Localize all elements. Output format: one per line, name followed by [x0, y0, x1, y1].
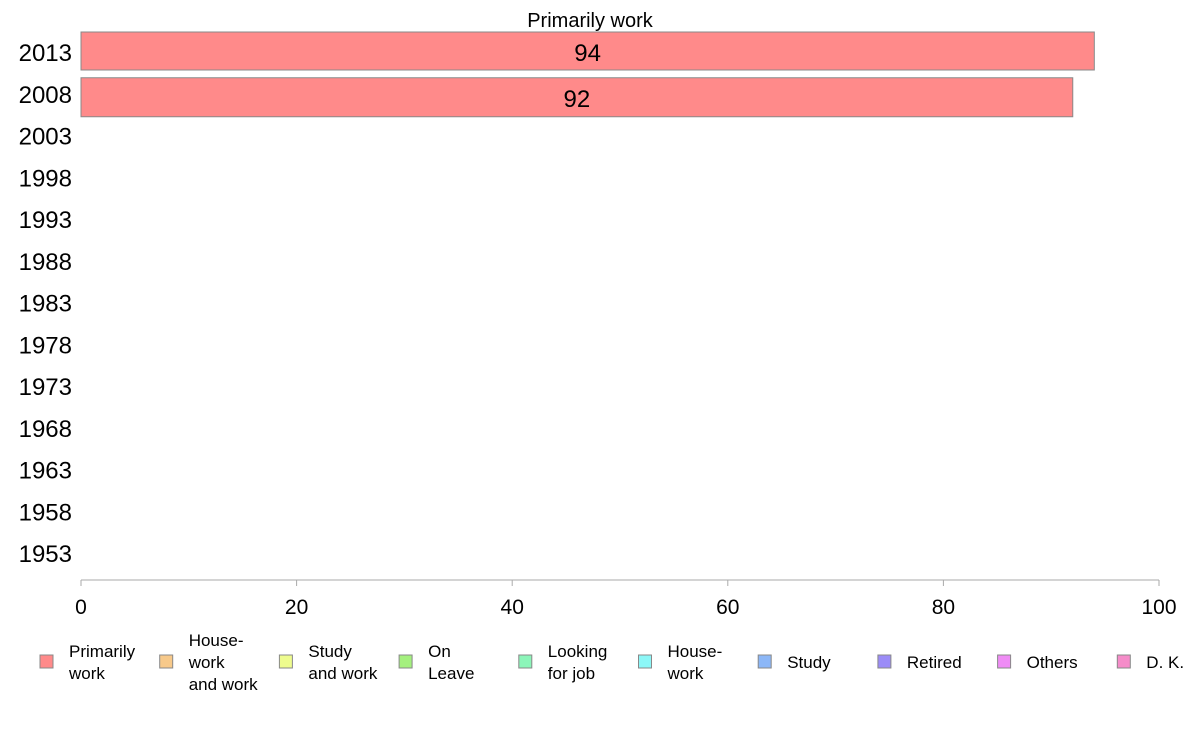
legend-swatch-4 [518, 654, 533, 669]
legend-label-5-1: work [667, 664, 704, 683]
legend: Primarily work House-work and work Study and … [39, 631, 1184, 694]
legend-swatch-1 [159, 654, 174, 669]
x-tick-label-80: 80 [932, 596, 955, 619]
y-tick-label-1988: 1988 [19, 249, 72, 276]
y-tick-label-2008: 2008 [19, 82, 72, 109]
x-tick-label-0: 0 [75, 596, 87, 619]
legend-swatch-5 [638, 654, 652, 669]
legend-label-9-0: D. K. [1146, 653, 1184, 672]
bar-2008 [80, 77, 1074, 118]
y-tick-label-1968: 1968 [19, 416, 72, 443]
data-label-2013: 94 [574, 40, 601, 67]
legend-label-6-0: Study [787, 653, 831, 672]
legend-swatch-6 [757, 654, 772, 669]
x-tick-label-100: 100 [1141, 596, 1176, 619]
legend-label-1-2: and work [189, 675, 258, 694]
legend-label-2-0: Study [308, 642, 352, 661]
bar-2013 [80, 31, 1095, 71]
y-tick-label-1958: 1958 [19, 499, 72, 526]
legend-swatch-8 [997, 654, 1012, 669]
data-label-2008: 92 [564, 86, 591, 113]
legend-label-4-1: for job [548, 664, 595, 683]
legend-label-5-0: House- [668, 642, 723, 661]
y-tick-label-1973: 1973 [19, 374, 72, 401]
y-tick-label-1998: 1998 [19, 165, 72, 192]
x-tick-label-60: 60 [716, 596, 739, 619]
y-axis-labels: 2013 2008 2003 1998 1993 1988 1983 1978 1973 1968… [19, 40, 72, 568]
legend-swatch-7 [877, 654, 892, 669]
legend-swatch-2 [278, 654, 293, 669]
legend-label-0-0: Primarily [69, 642, 136, 661]
legend-swatch-3 [398, 654, 413, 669]
legend-label-2-1: and work [308, 664, 377, 683]
x-axis: 0 20 40 60 80 100 [75, 579, 1177, 619]
bars: 94 92 [80, 31, 1095, 118]
legend-label-1-1: work [188, 653, 225, 672]
legend-label-3-1: Leave [428, 664, 474, 683]
legend-label-0-1: work [68, 664, 105, 683]
y-tick-label-1963: 1963 [19, 458, 72, 485]
legend-label-7-0: Retired [907, 653, 962, 672]
y-tick-label-2013: 2013 [19, 40, 72, 67]
y-tick-label-2003: 2003 [19, 124, 72, 151]
legend-label-4-0: Looking [548, 642, 608, 661]
x-tick-label-20: 20 [285, 596, 308, 619]
legend-label-8-0: Others [1027, 653, 1078, 672]
x-tick-label-40: 40 [501, 596, 524, 619]
y-tick-label-1978: 1978 [19, 332, 72, 359]
legend-swatch-9 [1116, 654, 1131, 669]
legend-label-3-0: On [428, 642, 451, 661]
y-tick-label-1983: 1983 [19, 291, 72, 318]
y-tick-label-1993: 1993 [19, 207, 72, 234]
y-tick-label-1953: 1953 [19, 541, 72, 568]
legend-label-1-0: House- [189, 631, 244, 650]
chart-title: Primarily work [527, 10, 654, 32]
legend-swatch-0 [39, 654, 54, 669]
